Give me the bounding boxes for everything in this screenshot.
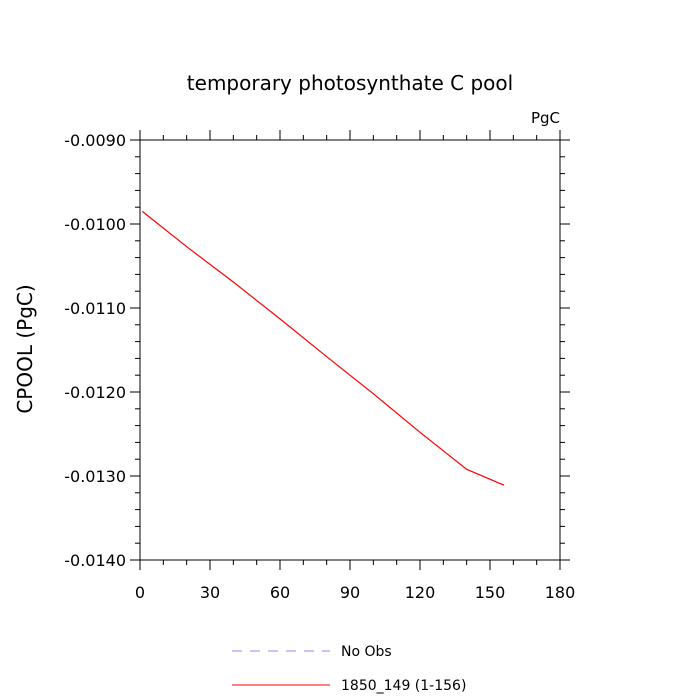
plot-frame xyxy=(139,139,561,561)
y-tick-label: -0.0100 xyxy=(64,215,126,234)
x-tick-label: 180 xyxy=(545,583,576,602)
y-tick-label: -0.0110 xyxy=(64,299,126,318)
series-line xyxy=(141,210,505,486)
chart-title: temporary photosynthate C pool xyxy=(187,71,513,95)
x-axis-ticks: 0 30 60 90 120 150 180 xyxy=(135,130,575,602)
y-tick-label: -0.0120 xyxy=(64,383,126,402)
legend: No Obs 1850_149 (1-156) xyxy=(232,644,466,694)
x-tick-label: 150 xyxy=(475,583,506,602)
y-tick-label: -0.0130 xyxy=(64,467,126,486)
units-label: PgC xyxy=(531,109,560,127)
y-tick-label: -0.0090 xyxy=(64,131,126,150)
x-tick-label: 30 xyxy=(200,583,220,602)
series-layer xyxy=(141,210,505,486)
legend-label: No Obs xyxy=(341,644,392,660)
legend-label: 1850_149 (1-156) xyxy=(341,678,466,694)
x-tick-label: 0 xyxy=(135,583,145,602)
y-axis-ticks: -0.0090 -0.0100 -0.0110 -0.0120 -0.0130 -0.01… xyxy=(64,131,570,570)
x-tick-label: 90 xyxy=(340,583,360,602)
y-tick-label: -0.0140 xyxy=(64,551,126,570)
x-tick-label: 120 xyxy=(405,583,436,602)
x-tick-label: 60 xyxy=(270,583,290,602)
y-axis-label: CPOOL (PgC) xyxy=(13,284,37,413)
